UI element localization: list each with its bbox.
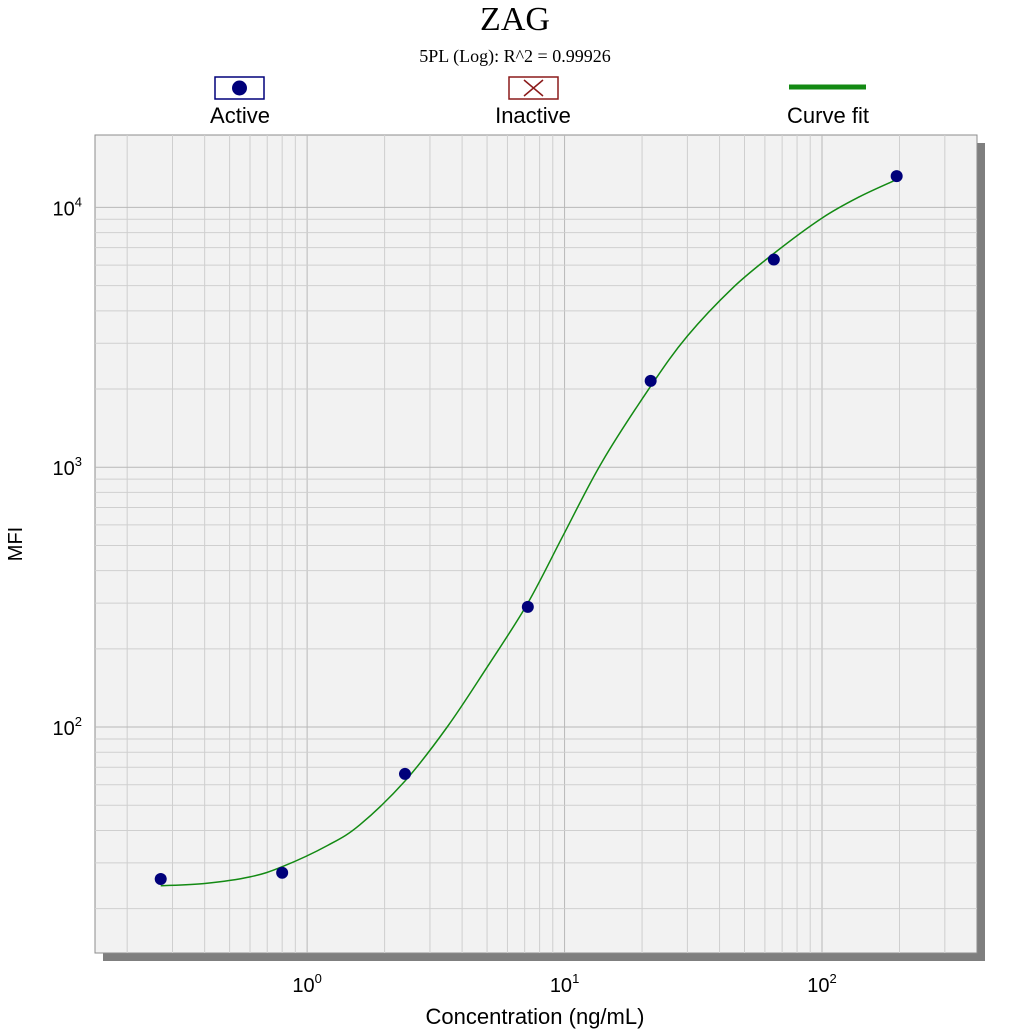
data-point xyxy=(890,170,903,183)
y-axis-ticks: 102 103 104 xyxy=(53,194,82,740)
chart-subtitle: 5PL (Log): R^2 = 0.99926 xyxy=(419,46,610,67)
active-points xyxy=(154,170,903,886)
legend-active-marker xyxy=(232,80,247,96)
data-point xyxy=(767,253,780,266)
x-tick-label: 102 xyxy=(807,971,836,997)
legend-item-curve-fit: Curve fit xyxy=(787,84,869,128)
y-axis-label: MFI xyxy=(5,527,27,561)
x-axis-ticks: 100 101 102 xyxy=(292,971,836,997)
y-tick-label: 102 xyxy=(53,714,82,740)
legend: Active Inactive Curve fit xyxy=(210,76,869,128)
grid xyxy=(95,135,977,953)
y-tick-label: 104 xyxy=(53,194,82,220)
chart-title: ZAG xyxy=(480,1,550,38)
y-tick-label: 103 xyxy=(53,454,82,480)
data-point xyxy=(398,767,411,780)
legend-label-inactive: Inactive xyxy=(495,103,571,128)
data-point xyxy=(521,600,534,613)
legend-label-active: Active xyxy=(210,103,270,128)
data-point xyxy=(644,374,657,387)
legend-item-active: Active xyxy=(210,76,270,128)
legend-inactive-marker xyxy=(523,79,544,97)
legend-label-curve-fit: Curve fit xyxy=(787,103,869,128)
x-axis-label: Concentration (ng/mL) xyxy=(426,1004,645,1029)
legend-item-inactive: Inactive xyxy=(495,76,571,128)
data-point xyxy=(276,866,289,879)
data-point xyxy=(154,873,167,886)
x-tick-label: 101 xyxy=(550,971,579,997)
plot-area xyxy=(94,134,978,954)
x-tick-label: 100 xyxy=(292,971,321,997)
